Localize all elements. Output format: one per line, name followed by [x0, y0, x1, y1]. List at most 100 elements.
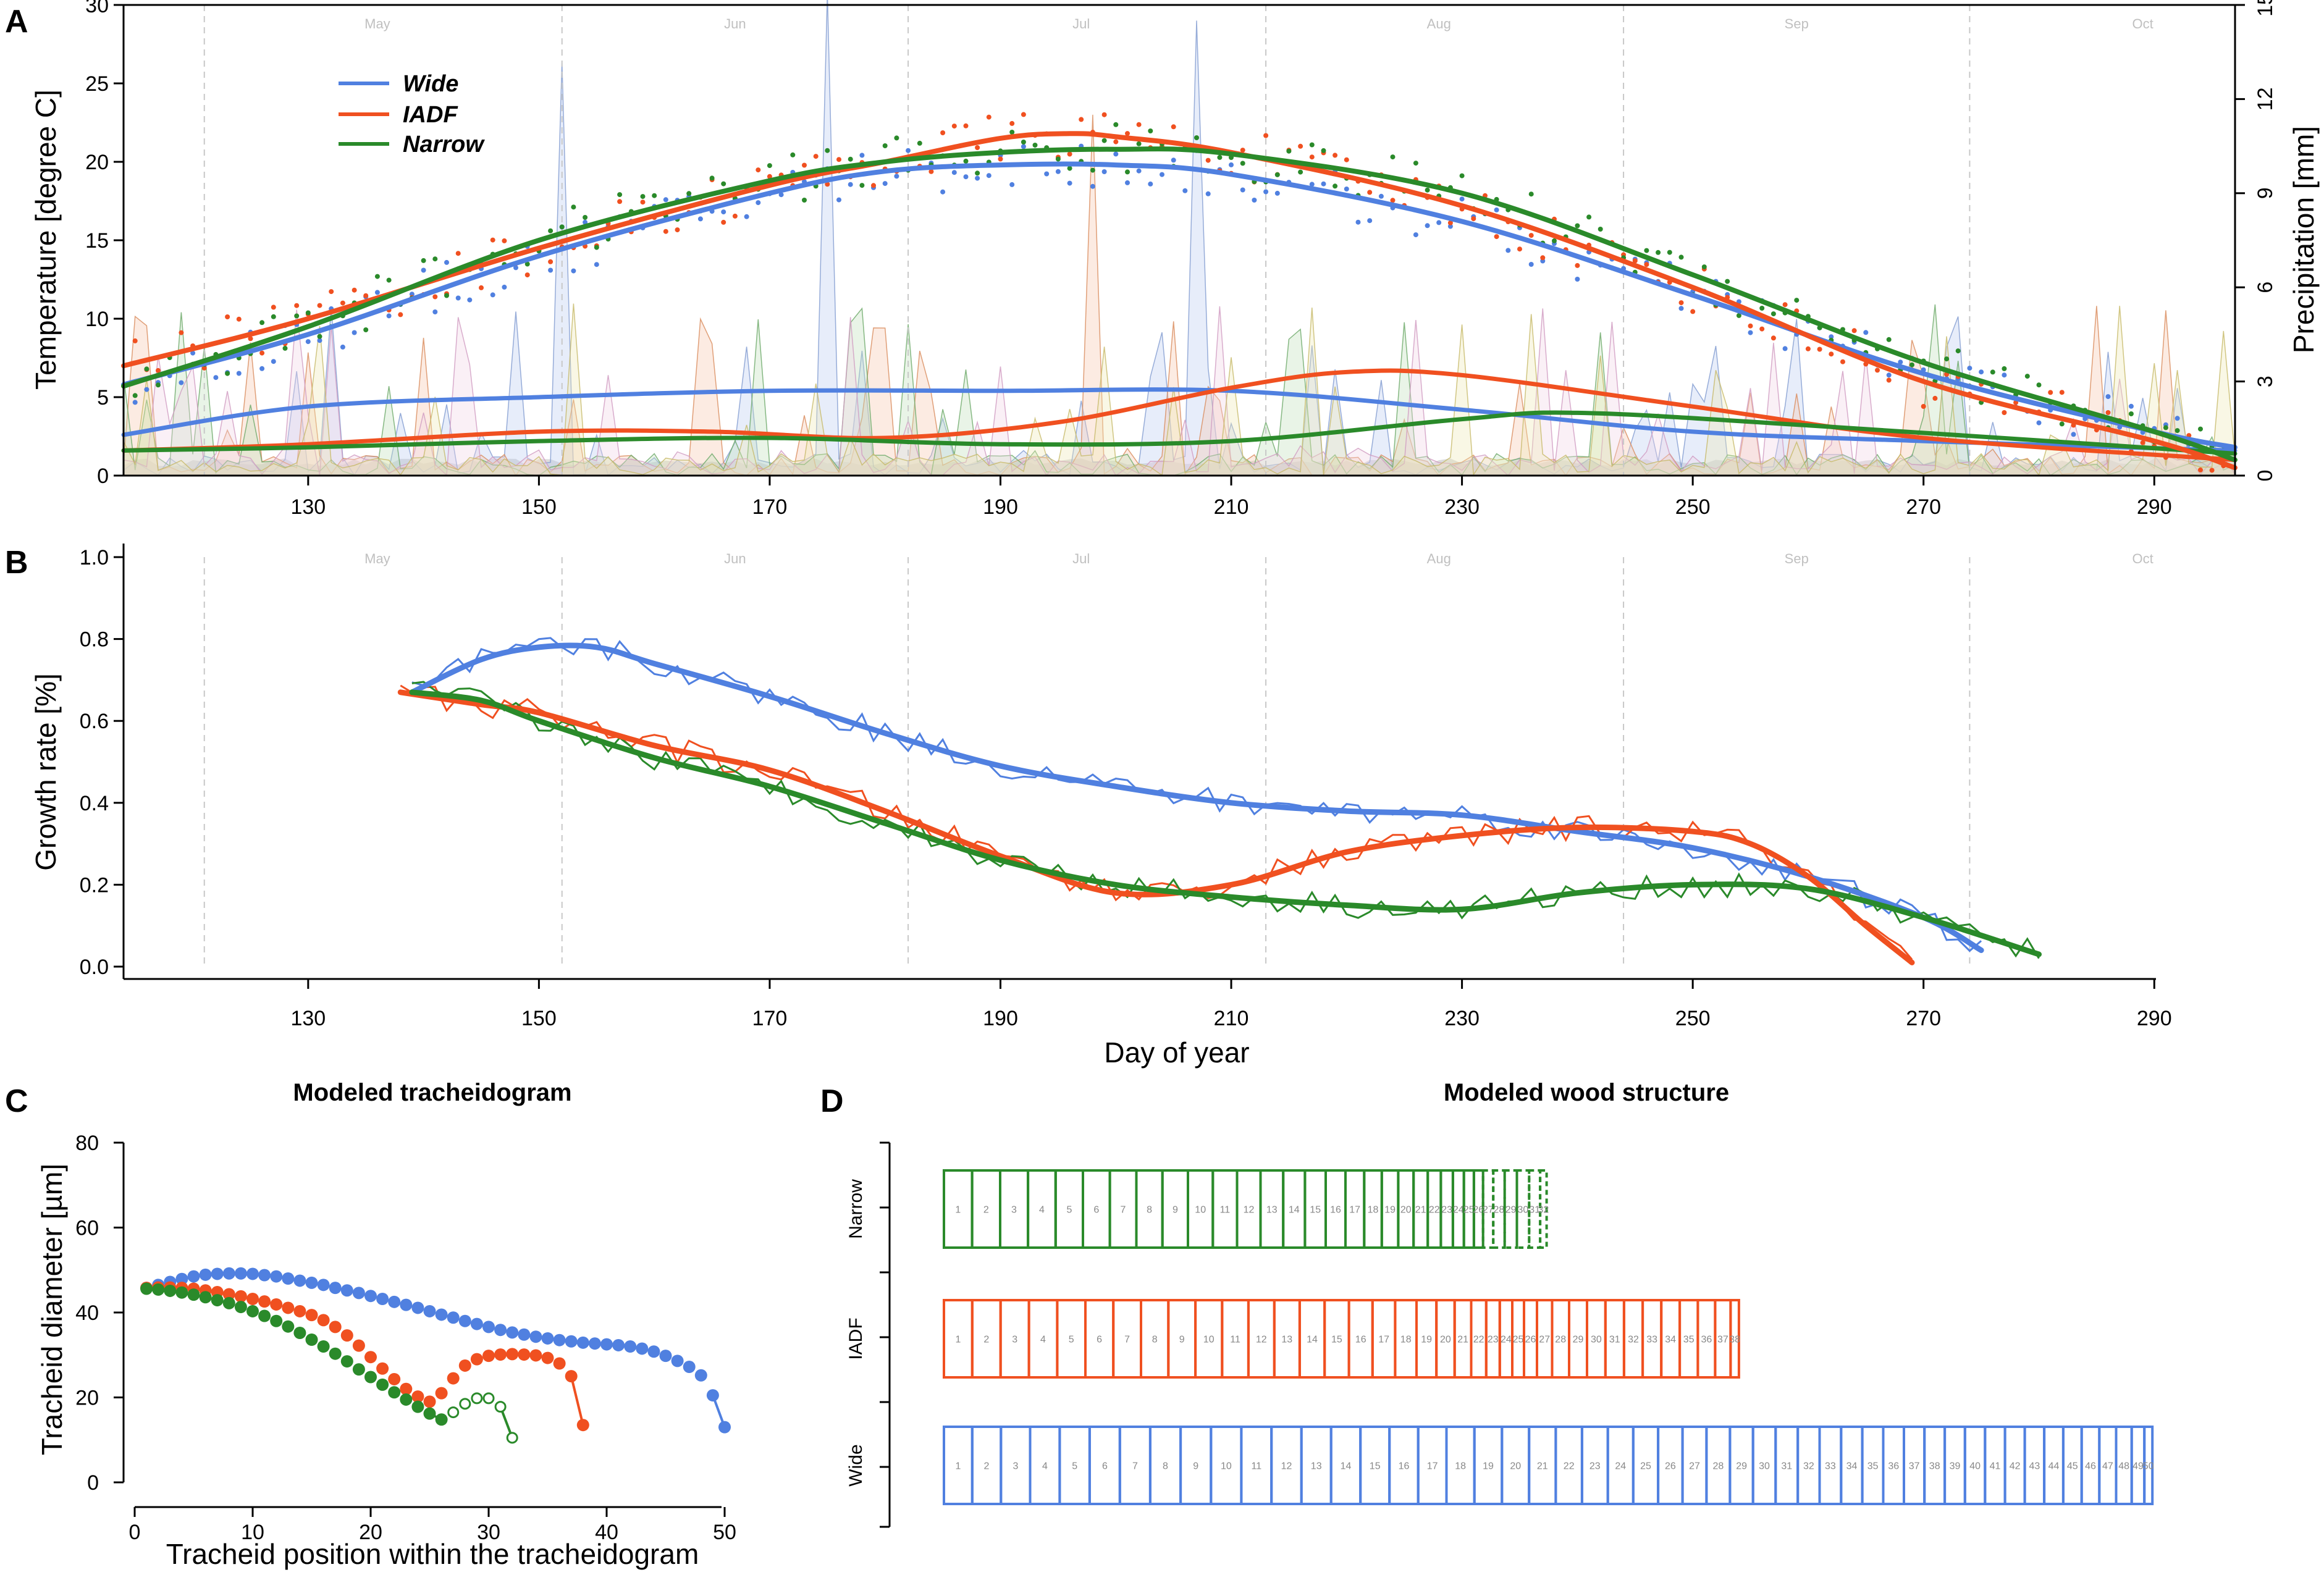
- temp-daily-point-narrow: [363, 327, 369, 332]
- y2-tick-label-a-6: 6: [2254, 282, 2277, 293]
- panel-a-series: [121, 112, 2238, 473]
- temp-daily-point-narrow: [975, 170, 980, 176]
- temp-daily-point-narrow: [963, 158, 969, 164]
- tracheid-point-iadf: [270, 1298, 283, 1311]
- x-tick-label-b-230: 230: [1444, 1007, 1480, 1030]
- wood-cell-number-narrow: 11: [1220, 1205, 1231, 1216]
- temp-daily-point-wide: [744, 214, 749, 219]
- tracheid-point-wide: [447, 1311, 460, 1324]
- temp-daily-point-wide: [1459, 196, 1465, 202]
- temp-daily-point-wide: [132, 400, 138, 405]
- tracheid-point-iadf: [482, 1350, 495, 1363]
- tracheid-point-wide: [352, 1287, 365, 1300]
- wood-cell-number-wide: 7: [1132, 1461, 1138, 1472]
- month-label-aug: Aug: [1427, 551, 1451, 566]
- wood-cell-number-wide: 8: [1163, 1461, 1168, 1472]
- temp-daily-point-narrow: [859, 183, 865, 188]
- wood-cell-number-iadf: 38: [1729, 1335, 1740, 1345]
- wood-cell-number-wide: 17: [1427, 1461, 1438, 1472]
- tracheid-point-wide: [718, 1421, 731, 1434]
- wood-cell-number-wide: 19: [1483, 1461, 1494, 1472]
- temp-daily-point-wide: [444, 259, 449, 265]
- temp-daily-point-iadf: [236, 316, 242, 322]
- tracheid-point-narrow: [199, 1291, 212, 1304]
- temp-daily-point-iadf: [271, 304, 276, 310]
- temp-daily-point-iadf: [1817, 346, 1822, 352]
- temp-daily-point-wide: [1447, 224, 1453, 229]
- temp-daily-point-iadf: [940, 130, 946, 135]
- wood-cell-number-wide: 21: [1537, 1461, 1548, 1472]
- temp-daily-point-wide: [882, 181, 888, 187]
- panel-c-xlabel: Tracheid position within the tracheidogr…: [166, 1538, 699, 1570]
- x-tick-label-b-290: 290: [2137, 1007, 2172, 1030]
- panel-c-series: [140, 1267, 731, 1444]
- tracheid-point-wide: [423, 1304, 436, 1317]
- tracheid-point-wide: [329, 1282, 342, 1295]
- temp-daily-point-wide: [236, 371, 242, 376]
- temp-daily-point-iadf: [1344, 157, 1349, 162]
- temp-daily-point-narrow: [1333, 183, 1338, 189]
- temp-daily-point-narrow: [1667, 250, 1672, 255]
- temp-daily-point-wide: [778, 192, 784, 198]
- wood-cell-number-iadf: 15: [1331, 1335, 1342, 1345]
- tracheid-point-iadf: [411, 1390, 424, 1403]
- x-tick-label-c-30: 30: [477, 1521, 500, 1544]
- wood-cell-narrow: [1472, 1169, 1484, 1249]
- temp-daily-point-narrow: [721, 181, 726, 187]
- wood-cell-number-wide: 43: [2029, 1461, 2040, 1472]
- tracheid-point-narrow: [329, 1347, 342, 1360]
- temp-smooth-line-wide: [121, 161, 2238, 450]
- temp-daily-point-wide: [1252, 198, 1257, 203]
- wood-cell-number-iadf: 23: [1488, 1335, 1499, 1345]
- wood-cell-number-narrow: 22: [1429, 1205, 1440, 1216]
- tracheid-point-wide: [211, 1267, 224, 1280]
- temp-daily-point-narrow: [271, 314, 276, 319]
- panel-d-label: D: [820, 1083, 844, 1119]
- temp-daily-point-narrow: [894, 135, 899, 141]
- temp-daily-point-wide: [2105, 394, 2111, 400]
- temp-daily-point-wide: [1748, 330, 1753, 335]
- temp-daily-point-wide: [1898, 359, 1903, 365]
- temp-daily-point-wide: [502, 284, 507, 290]
- temp-daily-point-narrow: [617, 192, 623, 198]
- x-tick-label-b-210: 210: [1214, 1007, 1249, 1030]
- tracheid-point-iadf: [576, 1419, 589, 1432]
- temp-daily-point-iadf: [1632, 258, 1638, 264]
- wood-cell-number-iadf: 6: [1097, 1335, 1102, 1345]
- y-tick-label-c-60: 60: [75, 1217, 99, 1240]
- temp-daily-point-narrow: [802, 198, 807, 203]
- temp-daily-point-narrow: [282, 345, 288, 351]
- temp-daily-point-wide: [756, 200, 761, 206]
- temp-daily-point-wide: [548, 267, 554, 273]
- tracheid-point-iadf: [388, 1372, 401, 1385]
- wood-cell-number-iadf: 11: [1230, 1335, 1240, 1345]
- temp-daily-point-wide: [940, 189, 946, 195]
- wood-cell-number-narrow: 2: [983, 1205, 989, 1216]
- temp-daily-point-iadf: [928, 169, 934, 174]
- tracheid-point-narrow-predicted: [471, 1392, 483, 1405]
- wood-cell-number-wide: 33: [1825, 1461, 1836, 1472]
- temp-daily-point-iadf: [502, 238, 507, 243]
- y-tick-label-b-0: 0.0: [80, 956, 109, 979]
- wood-row-label-narrow: Narrow: [846, 1179, 866, 1239]
- tracheid-point-wide: [317, 1279, 330, 1292]
- legend-label-wide: Wide: [403, 71, 458, 97]
- tracheid-point-wide: [376, 1293, 389, 1305]
- tracheid-point-narrow: [411, 1400, 424, 1413]
- temp-daily-point-wide: [836, 197, 841, 203]
- wood-cell-number-narrow: 8: [1147, 1205, 1152, 1216]
- tracheid-point-wide: [482, 1321, 495, 1334]
- temp-daily-point-iadf: [675, 227, 680, 233]
- tracheid-point-wide: [694, 1369, 707, 1382]
- tracheid-point-narrow-predicted: [482, 1392, 495, 1405]
- temp-daily-point-iadf: [813, 154, 819, 159]
- tracheid-point-iadf: [258, 1295, 271, 1308]
- temp-daily-point-iadf: [1390, 198, 1396, 203]
- temp-daily-point-iadf: [2105, 410, 2111, 415]
- temp-daily-point-iadf: [767, 174, 772, 179]
- tracheid-point-iadf: [518, 1348, 531, 1361]
- tracheid-point-iadf: [553, 1357, 566, 1370]
- temp-daily-point-narrow: [709, 175, 715, 181]
- temp-daily-point-wide: [259, 366, 265, 371]
- wood-cell-number-iadf: 31: [1609, 1335, 1620, 1345]
